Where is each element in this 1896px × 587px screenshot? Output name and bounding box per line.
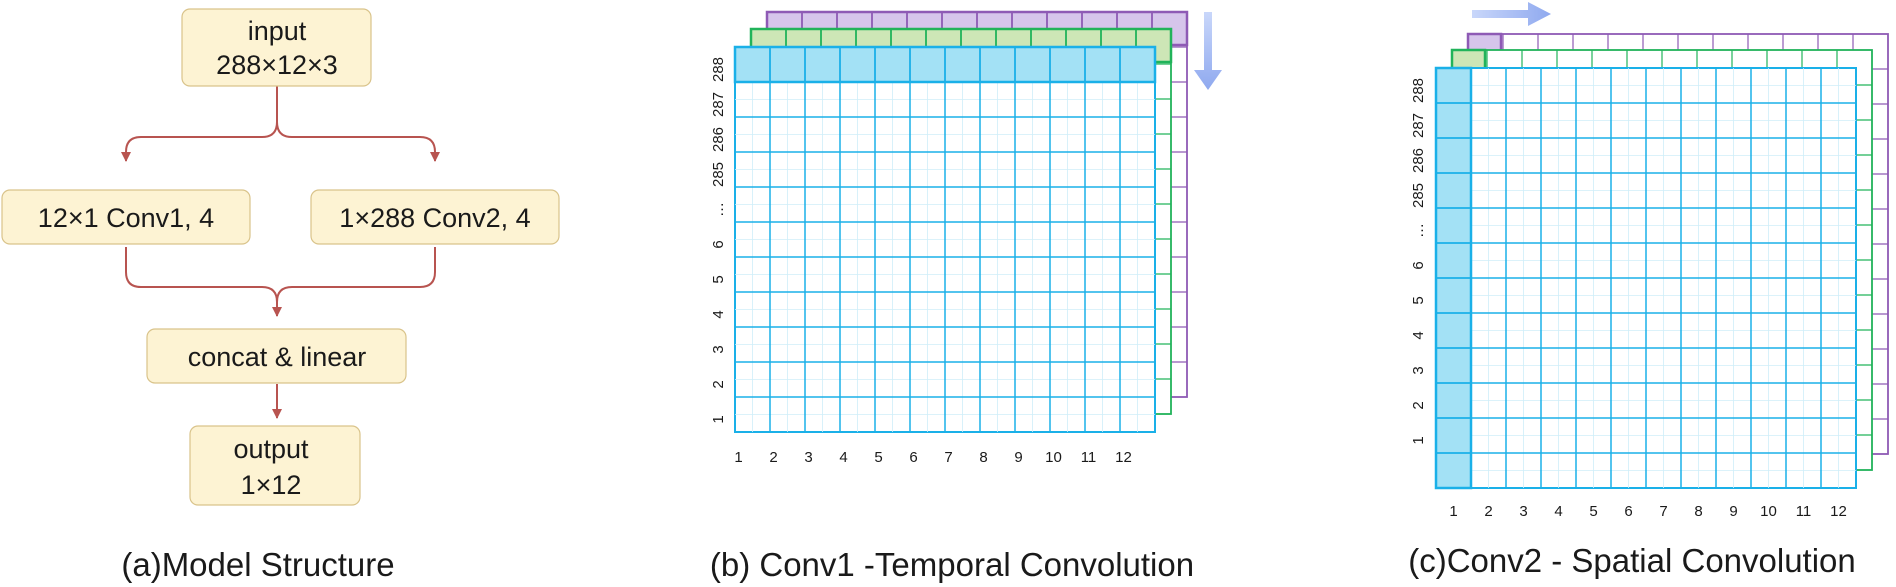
x-tick-label: 6 <box>909 449 917 466</box>
x-tick-label: 10 <box>1760 503 1777 520</box>
node-input: input 288×12×3 <box>181 8 372 87</box>
x-tick-label: 4 <box>839 449 847 466</box>
x-tick-label: 8 <box>979 449 987 466</box>
y-tick-label: 285 <box>710 162 727 187</box>
x-tick-label: 11 <box>1796 503 1812 520</box>
y-tick-label: 3 <box>1410 366 1427 374</box>
y-tick-label: 285 <box>1410 183 1427 208</box>
y-tick-label: … <box>710 202 727 217</box>
node-output-line-1: output <box>233 434 309 464</box>
y-tick-label: … <box>1410 223 1427 238</box>
node-conv1: 12×1 Conv1, 4 <box>1 189 251 245</box>
conv2-y-ticks: 288 287 286 285 … 6 5 4 3 2 1 <box>1410 78 1427 445</box>
conv1-y-ticks: 288 287 286 285 … 6 5 4 3 2 1 <box>710 57 727 424</box>
y-tick-label: 5 <box>1410 296 1427 304</box>
x-tick-label: 9 <box>1729 503 1737 520</box>
node-conv2: 1×288 Conv2, 4 <box>310 189 560 245</box>
x-tick-label: 10 <box>1045 449 1062 466</box>
x-tick-label: 1 <box>1449 503 1457 520</box>
node-input-line-2: 288×12×3 <box>216 50 338 80</box>
conv1-layer-blue <box>734 46 1156 433</box>
conv2-layer-stack <box>1434 32 1889 490</box>
x-tick-label: 7 <box>1659 503 1667 520</box>
y-tick-label: 287 <box>710 92 727 117</box>
arrow-down-icon <box>1194 12 1222 90</box>
x-tick-label: 4 <box>1554 503 1562 520</box>
caption-c: (c)Conv2 - Spatial Convolution <box>1408 542 1856 579</box>
y-tick-label: 2 <box>1410 401 1427 409</box>
x-tick-label: 5 <box>874 449 882 466</box>
x-tick-label: 2 <box>1484 503 1492 520</box>
node-concat-label: concat & linear <box>188 342 367 372</box>
conv1-blue-kernel <box>733 45 1157 84</box>
node-conv1-label: 12×1 Conv1, 4 <box>38 203 214 233</box>
y-tick-label: 1 <box>710 415 727 423</box>
node-conv2-label: 1×288 Conv2, 4 <box>339 203 530 233</box>
y-tick-label: 4 <box>1410 331 1427 339</box>
panel-a-model-structure: input 288×12×3 12×1 Conv1, 4 1×288 Conv2… <box>1 8 560 583</box>
conv2-blue-kernel <box>1434 66 1473 490</box>
y-tick-label: 2 <box>710 380 727 388</box>
edge-input-split-right <box>276 121 440 162</box>
x-tick-label: 11 <box>1081 449 1097 466</box>
y-tick-label: 287 <box>1410 113 1427 138</box>
conv1-layer-stack <box>733 10 1189 433</box>
node-output: output 1×12 <box>189 425 361 506</box>
x-tick-label: 3 <box>1519 503 1527 520</box>
node-concat-linear: concat & linear <box>146 328 407 384</box>
caption-b: (b) Conv1 -Temporal Convolution <box>710 546 1194 583</box>
y-tick-label: 6 <box>710 240 727 248</box>
x-tick-label: 7 <box>944 449 952 466</box>
x-tick-label: 8 <box>1694 503 1702 520</box>
y-tick-label: 1 <box>1410 436 1427 444</box>
y-tick-label: 288 <box>710 57 727 82</box>
conv2-layer-blue <box>1435 67 1857 489</box>
arrow-right-icon <box>1472 2 1551 26</box>
y-tick-label: 288 <box>1410 78 1427 103</box>
x-tick-label: 12 <box>1115 449 1132 466</box>
y-tick-label: 5 <box>710 275 727 283</box>
y-tick-label: 4 <box>710 310 727 318</box>
edge-conv2-merge <box>276 247 436 303</box>
y-tick-label: 286 <box>1410 148 1427 173</box>
x-tick-label: 6 <box>1624 503 1632 520</box>
node-input-line-1: input <box>248 16 307 46</box>
x-tick-label: 9 <box>1014 449 1022 466</box>
x-tick-label: 12 <box>1830 503 1847 520</box>
conv2-x-ticks: 1 2 3 4 5 6 7 8 9 10 11 12 <box>1449 503 1847 520</box>
x-tick-label: 3 <box>804 449 812 466</box>
node-output-line-2: 1×12 <box>241 470 302 500</box>
conv1-x-ticks: 1 2 3 4 5 6 7 8 9 10 11 12 <box>734 449 1132 466</box>
y-tick-label: 6 <box>1410 261 1427 269</box>
edge-conv1-merge <box>125 247 282 317</box>
x-tick-label: 5 <box>1589 503 1597 520</box>
y-tick-label: 286 <box>710 127 727 152</box>
y-tick-label: 3 <box>710 345 727 353</box>
caption-a: (a)Model Structure <box>121 546 394 583</box>
x-tick-label: 1 <box>734 449 742 466</box>
edge-input-split <box>121 77 278 162</box>
x-tick-label: 2 <box>769 449 777 466</box>
